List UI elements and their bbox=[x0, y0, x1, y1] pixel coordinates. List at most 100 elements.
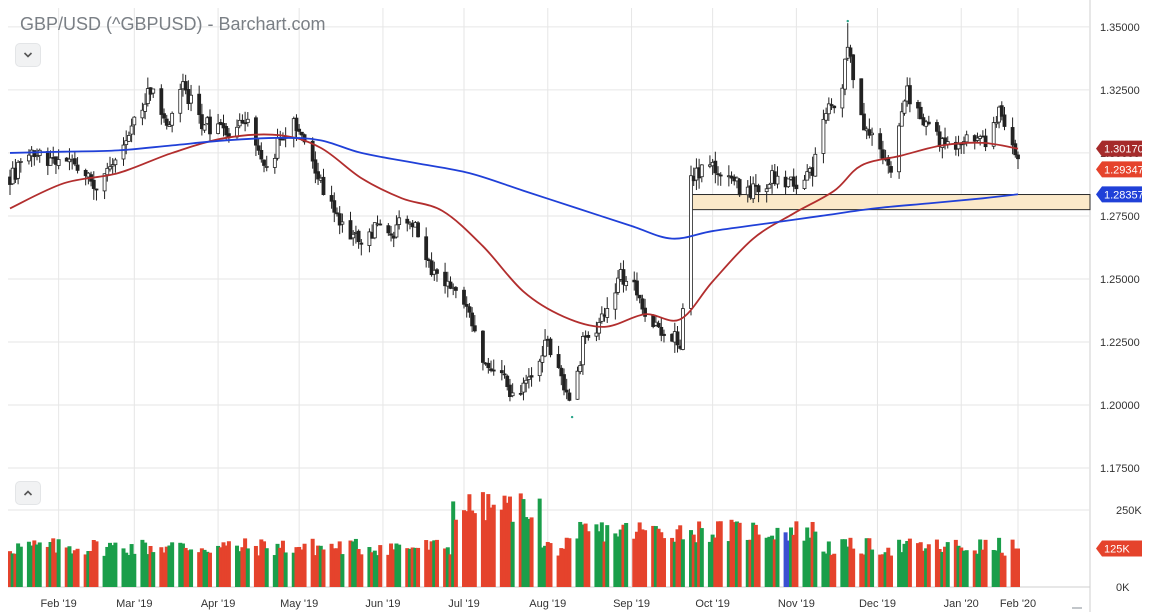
volume-bar bbox=[980, 549, 985, 587]
candle-up bbox=[35, 155, 39, 158]
volume-bar bbox=[329, 543, 334, 587]
volume-bar bbox=[480, 492, 485, 587]
volume-bar bbox=[732, 522, 737, 587]
value-badges-layer: 1.30170 1.29347 1.28357 125K bbox=[1096, 140, 1144, 557]
candle-up bbox=[813, 153, 818, 177]
candle-down bbox=[197, 93, 202, 116]
volume-bar bbox=[583, 523, 588, 587]
volume-bar bbox=[999, 552, 1004, 587]
candle-up bbox=[394, 224, 399, 238]
candle-up bbox=[578, 365, 583, 373]
candle-up bbox=[143, 103, 148, 112]
candle-up bbox=[805, 171, 810, 181]
candle-up bbox=[16, 161, 21, 179]
candle-down bbox=[637, 294, 642, 299]
candle-down bbox=[424, 236, 429, 261]
candle-down bbox=[453, 287, 458, 291]
volume-bar bbox=[899, 552, 904, 587]
candle-up bbox=[202, 124, 207, 131]
volume-bar bbox=[764, 537, 769, 587]
candle-up bbox=[48, 157, 53, 166]
volume-bar bbox=[621, 524, 626, 587]
candle-down bbox=[880, 149, 885, 159]
volume-bar bbox=[953, 539, 958, 587]
resize-grip-icon[interactable] bbox=[1070, 600, 1084, 610]
chart-title: GBP/USD (^GBPUSD) - Barchart.com bbox=[20, 14, 326, 34]
volume-bar bbox=[770, 535, 775, 587]
volume-bar bbox=[499, 509, 504, 587]
candle-up bbox=[510, 392, 515, 397]
volume-bar bbox=[867, 538, 872, 587]
candle-down bbox=[435, 269, 439, 274]
volume-bar bbox=[672, 541, 677, 587]
volume-bar bbox=[237, 551, 242, 587]
volume-bar bbox=[851, 548, 856, 587]
candle-down bbox=[1010, 127, 1015, 146]
candle-up bbox=[397, 217, 402, 225]
volume-bar bbox=[775, 527, 780, 587]
price-tick-label: 1.22500 bbox=[1100, 337, 1140, 349]
volume-bar bbox=[840, 539, 845, 587]
candle-down bbox=[389, 233, 393, 236]
collapse-price-pane-button[interactable] bbox=[15, 43, 41, 67]
volume-bar bbox=[518, 493, 523, 587]
price-tick-label: 1.20000 bbox=[1100, 400, 1140, 412]
candle-down bbox=[848, 47, 853, 57]
volume-bar bbox=[416, 547, 421, 587]
volume-bar bbox=[37, 542, 42, 587]
candle-down bbox=[486, 362, 491, 369]
volume-bar bbox=[126, 554, 131, 587]
volume-bar bbox=[632, 538, 637, 587]
volume-bar bbox=[734, 521, 739, 587]
volume-bar bbox=[521, 499, 526, 587]
candle-down bbox=[564, 389, 569, 393]
candle-down bbox=[208, 116, 212, 135]
candle-down bbox=[502, 373, 507, 376]
volume-bar bbox=[472, 513, 477, 587]
candle-down bbox=[1016, 154, 1020, 160]
collapse-volume-pane-button[interactable] bbox=[15, 481, 41, 505]
candle-up bbox=[170, 112, 175, 126]
volume-bar bbox=[978, 539, 983, 587]
volume-bar bbox=[332, 548, 337, 587]
volume-bar bbox=[694, 542, 699, 587]
volume-bar bbox=[35, 544, 40, 587]
volume-bar bbox=[486, 494, 491, 587]
volume-bar bbox=[410, 547, 415, 587]
volume-bar bbox=[102, 555, 107, 587]
volume-bar bbox=[656, 528, 661, 587]
candle-down bbox=[556, 354, 561, 368]
volume-bar bbox=[29, 545, 34, 587]
volume-bar bbox=[148, 545, 153, 587]
volume-bar bbox=[378, 545, 383, 587]
volume-bar bbox=[64, 547, 69, 587]
candle-down bbox=[675, 331, 680, 346]
volume-bar bbox=[86, 551, 91, 587]
last-price-badge-bg bbox=[1096, 140, 1142, 157]
volume-bar bbox=[389, 543, 394, 587]
volume-bar bbox=[207, 552, 212, 587]
candle-up bbox=[802, 179, 807, 189]
volume-bar bbox=[164, 546, 169, 587]
candle-up bbox=[264, 166, 269, 168]
candle-down bbox=[559, 367, 564, 377]
volume-bar bbox=[697, 521, 702, 587]
volume-bar bbox=[197, 552, 202, 587]
volume-bar bbox=[183, 547, 188, 587]
short-ma-badge-bg bbox=[1096, 161, 1142, 178]
volume-bar bbox=[226, 541, 231, 587]
volume-bar bbox=[699, 528, 704, 587]
candle-up bbox=[843, 58, 847, 90]
candle-up bbox=[767, 184, 772, 189]
candle-down bbox=[718, 174, 723, 177]
candle-down bbox=[321, 176, 326, 196]
volume-bar bbox=[537, 498, 542, 587]
volume-bar bbox=[1016, 548, 1020, 587]
x-tick-label: Feb '20 bbox=[1000, 598, 1036, 610]
volume-bar bbox=[464, 511, 469, 587]
volume-bar bbox=[888, 555, 893, 587]
candle-down bbox=[429, 260, 434, 276]
volume-bar bbox=[462, 510, 467, 587]
candle-up bbox=[826, 103, 831, 115]
volume-bar bbox=[859, 553, 864, 587]
